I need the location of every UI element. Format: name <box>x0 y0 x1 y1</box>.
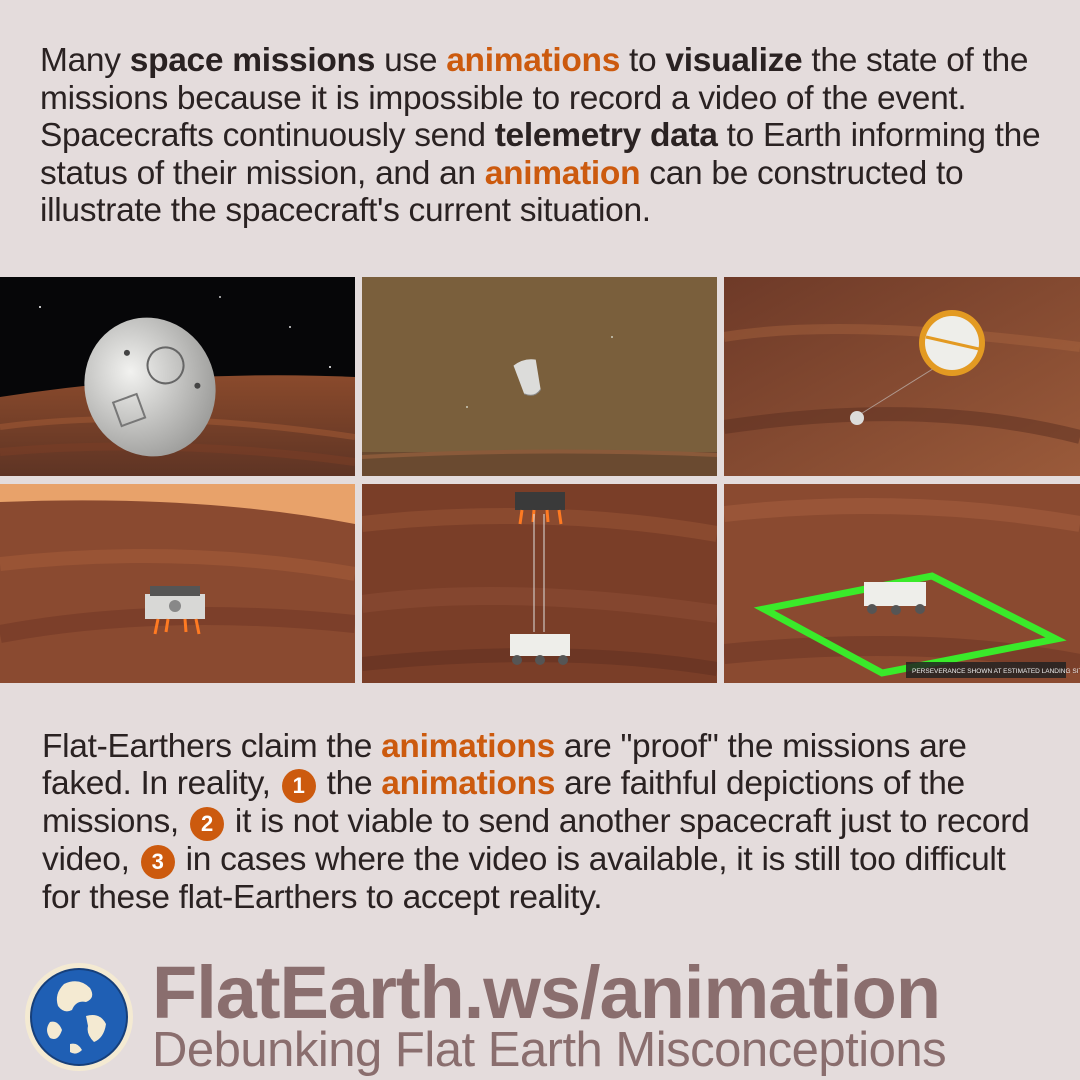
animation-frames-grid: PERSEVERANCE SHOWN AT ESTIMATED LANDING … <box>0 277 1080 683</box>
intro-highlight-visualize: visualize <box>665 42 803 79</box>
outro-text: are faithful depictions of the missions, <box>42 765 965 840</box>
frame-descent-stage <box>0 484 355 683</box>
landing-caption: PERSEVERANCE SHOWN AT ESTIMATED LANDING … <box>912 668 1080 675</box>
outro-text: the <box>317 765 382 802</box>
frame-sky-crane <box>362 484 717 683</box>
frame-parachute <box>724 277 1080 476</box>
intro-highlight-telemetry: telemetry data <box>494 117 718 154</box>
point-badge-1: 1 <box>281 769 316 803</box>
outro-text: Flat-Earthers claim the <box>42 728 382 765</box>
point-badge-3: 3 <box>140 845 175 879</box>
intro-text: use <box>375 42 447 79</box>
frame-landing-site: PERSEVERANCE SHOWN AT ESTIMATED LANDING … <box>724 484 1080 683</box>
frame-capsule-approach <box>0 277 355 476</box>
frame-capsule-descent <box>362 277 717 476</box>
outro-text: in cases where the video is available, i… <box>42 841 1006 916</box>
outro-highlight-animations: animations <box>381 728 555 765</box>
outro-paragraph: Flat-Earthers claim the animations are "… <box>42 728 1052 916</box>
intro-text: to <box>620 42 666 79</box>
intro-highlight-animation: animation <box>484 154 641 192</box>
outro-text: are "proof" the missions are faked. In r… <box>42 728 967 802</box>
flat-earth-logo <box>24 962 134 1072</box>
intro-text: can be constructed to illustrate the spa… <box>40 154 964 230</box>
point-badge-2: 2 <box>189 807 224 841</box>
intro-text: to Earth informing the status of their m… <box>40 117 1041 192</box>
intro-highlight-space-missions: space missions <box>129 42 376 79</box>
outro-text: it is not viable to send another spacecr… <box>42 803 1030 878</box>
intro-text: Many <box>40 42 130 79</box>
site-url: FlatEarth.ws/animation <box>152 951 941 1034</box>
outro-highlight-animations-2: animations <box>381 765 556 802</box>
intro-paragraph: Many space missions use animations to vi… <box>40 42 1050 230</box>
intro-highlight-animations: animations <box>446 42 621 79</box>
site-tagline: Debunking Flat Earth Misconceptions <box>152 1023 947 1077</box>
intro-text: the state of the missions because it is … <box>40 42 1029 154</box>
